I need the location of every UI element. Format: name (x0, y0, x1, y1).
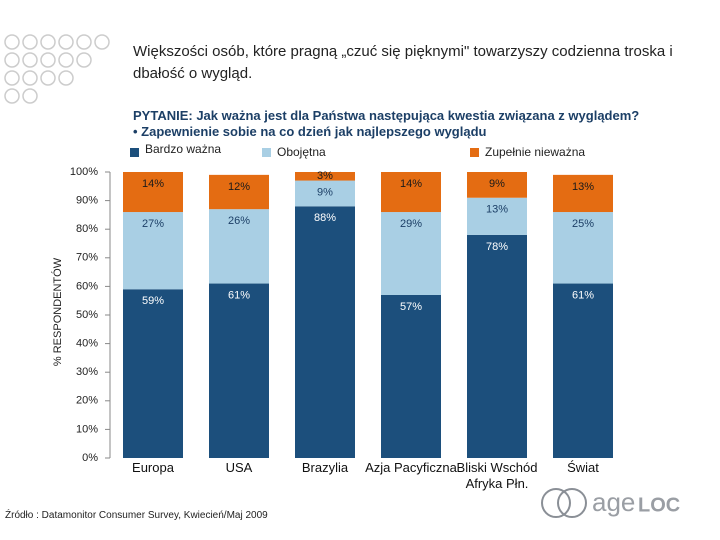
bar-segment (123, 172, 183, 213)
y-tick-label: 80% (76, 223, 98, 235)
value-label: 26% (228, 215, 250, 227)
bar-segment (553, 174, 613, 213)
x-tick-label: Bliski Wschód Afryka Płn. (456, 460, 538, 491)
y-tick-label: 50% (76, 309, 98, 321)
source: Źródło : Datamonitor Consumer Survey, Kw… (5, 510, 268, 521)
x-tick-label: Azja Pacyficzna (365, 460, 457, 475)
y-tick-label: 10% (76, 423, 98, 435)
y-tick-label: 100% (70, 166, 98, 178)
question: PYTANIE: Jak ważna jest dla Państwa nast… (133, 108, 640, 123)
bar-segment (553, 212, 613, 284)
x-tick-label: Brazylia (301, 460, 349, 475)
legend-label: Bardzo ważna (145, 142, 221, 156)
value-label: 13% (572, 181, 594, 193)
chart-title: Większości osób, które pragną „czuć się … (133, 43, 673, 82)
value-label: 3% (317, 170, 333, 182)
bar-segment (123, 212, 183, 290)
bar-segment (123, 289, 183, 458)
value-label: 9% (317, 186, 333, 198)
value-label: 25% (572, 218, 594, 230)
x-tick-label: Świat (567, 460, 599, 475)
bar-segment (209, 283, 269, 458)
value-label: 29% (400, 218, 422, 230)
bar-segment (209, 174, 269, 210)
bar-segment (381, 212, 441, 295)
value-label: 59% (142, 295, 164, 307)
bar-segment (467, 234, 527, 458)
value-label: 78% (486, 241, 508, 253)
bar-segment (467, 197, 527, 235)
y-tick-label: 20% (76, 395, 98, 407)
y-axis-label: % RESPONDENTÓW (51, 257, 64, 366)
legend-swatch (130, 148, 139, 157)
legend-swatch (470, 148, 479, 157)
y-tick-label: 30% (76, 366, 98, 378)
decor (4, 34, 110, 104)
y-tick-label: 0% (82, 452, 98, 464)
logo-loc: LOC (638, 494, 680, 516)
x-tick-label: USA (225, 460, 253, 475)
y-tick-label: 70% (76, 252, 98, 264)
logo-mark (541, 488, 587, 518)
value-label: 14% (142, 178, 164, 190)
value-label: 9% (489, 178, 505, 190)
legend-label: Zupełnie nieważna (485, 145, 585, 159)
bar-segment (381, 172, 441, 213)
x-tick-label: Europa (132, 460, 174, 475)
legend-label: Obojętna (277, 145, 326, 159)
legend-swatch (262, 148, 271, 157)
bar-segment (295, 180, 355, 207)
value-label: 61% (572, 289, 594, 301)
y-tick-label: 60% (76, 280, 98, 292)
bar-segment (553, 283, 613, 458)
bar-segment (381, 294, 441, 458)
value-label: 12% (228, 181, 250, 193)
value-label: 27% (142, 218, 164, 230)
logo-age: age (592, 487, 635, 517)
value-label: 88% (314, 212, 336, 224)
value-label: 61% (228, 289, 250, 301)
y-tick-label: 90% (76, 195, 98, 207)
bar-segment (209, 209, 269, 284)
value-label: 57% (400, 301, 422, 313)
value-label: 13% (486, 204, 508, 216)
bar-segment (295, 206, 355, 458)
y-tick-label: 40% (76, 338, 98, 350)
question-item: • Zapewnienie sobie na co dzień jak najl… (133, 124, 487, 139)
bar-segment (467, 172, 527, 198)
bar-segment (295, 172, 355, 181)
value-label: 14% (400, 178, 422, 190)
